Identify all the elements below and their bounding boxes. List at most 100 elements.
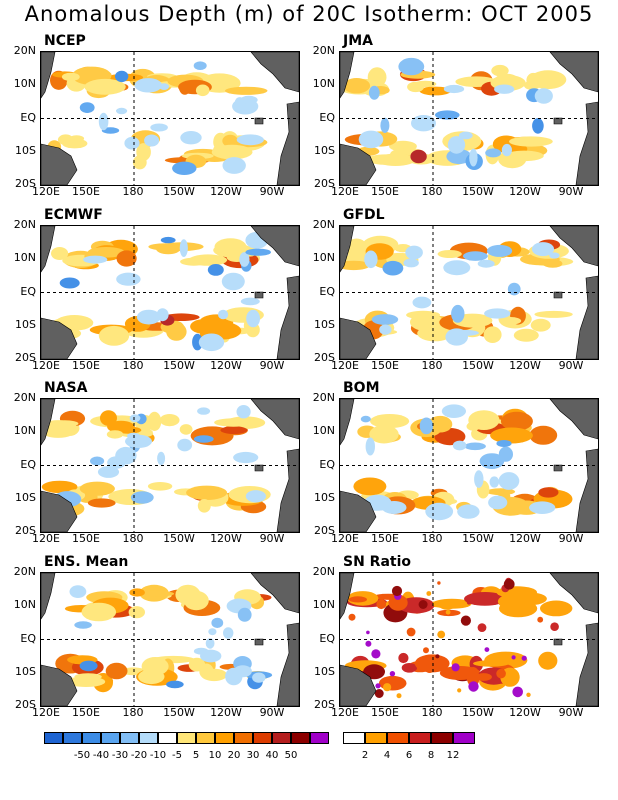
anomaly-contour — [484, 308, 511, 319]
snr-colorbar: 2 4 6 8 12 — [343, 732, 475, 766]
lon-tick-label: 120W — [210, 359, 242, 372]
anomaly-contour — [364, 250, 378, 269]
anomaly-contour — [540, 600, 573, 617]
lat-tick-label: EQ — [20, 110, 36, 124]
land-mask — [250, 399, 299, 440]
land-mask — [553, 291, 563, 299]
anomaly-contour — [193, 61, 207, 70]
lon-tick-label: 90W — [558, 359, 584, 372]
anomaly-contour — [124, 136, 140, 150]
anomaly-contour — [507, 282, 521, 296]
anomaly-contour — [188, 254, 228, 266]
snr-contour — [376, 599, 387, 610]
colorbar-swatch — [215, 732, 234, 744]
anomaly-contour — [419, 417, 434, 435]
snr-contour — [374, 689, 384, 698]
anomaly-contour — [499, 599, 538, 618]
anomaly-contour — [529, 501, 556, 514]
lat-tick-label: 20N — [312, 44, 335, 57]
anomaly-contour — [348, 596, 367, 603]
anomaly-contour — [207, 264, 224, 276]
anomaly-contour — [473, 660, 509, 667]
panel-title: BOM — [343, 380, 380, 396]
anomaly-contour — [370, 414, 410, 429]
snr-contour — [418, 600, 428, 609]
anomaly-contour — [496, 440, 512, 447]
lon-tick-label: 120E — [32, 532, 60, 545]
map-plot — [339, 225, 599, 360]
lon-tick-label: 180 — [421, 706, 443, 719]
lon-tick-label: 90W — [259, 185, 285, 198]
anomaly-contour — [489, 476, 500, 488]
anomaly-contour — [138, 669, 165, 685]
snr-contour — [437, 630, 446, 639]
land-mask — [553, 117, 563, 125]
lat-tick-label: 10N — [312, 598, 335, 612]
colorbar-swatch — [234, 732, 253, 744]
anomaly-contour — [125, 434, 152, 448]
anomaly-contour — [116, 250, 137, 267]
anomaly-contour — [463, 251, 488, 261]
land-mask — [276, 448, 299, 532]
snr-contour — [484, 647, 490, 652]
anomaly-contour — [116, 272, 141, 286]
lat-tick-label: 20S — [314, 524, 335, 537]
lon-tick-label: 180 — [122, 706, 144, 719]
colorbar-label: 50 — [284, 750, 298, 761]
anomaly-contour — [491, 64, 509, 77]
anomaly-contour — [368, 85, 380, 100]
anomaly-contour — [74, 621, 92, 629]
colorbar-swatch — [365, 732, 387, 744]
land-mask — [250, 226, 299, 267]
anomaly-contour — [59, 277, 80, 289]
lat-tick-label: 20S — [314, 351, 335, 364]
anomaly-contour — [222, 157, 246, 174]
anomaly-contour — [240, 95, 258, 104]
lon-tick-label: 120E — [331, 706, 359, 719]
colorbar-swatch — [63, 732, 82, 744]
snr-contour — [437, 581, 441, 585]
lon-tick-label: 180 — [122, 185, 144, 198]
anomaly-contour — [98, 112, 109, 131]
anomaly-contour — [532, 118, 544, 134]
lon-tick-label: 120W — [509, 706, 541, 719]
lat-tick-label: 20N — [13, 44, 36, 57]
anomaly-contour — [90, 456, 105, 466]
anomaly-contour — [179, 424, 193, 435]
map-svg — [340, 399, 598, 532]
lat-tick-label: 10S — [15, 490, 36, 504]
snr-contour — [468, 681, 479, 692]
colorbar-label: 30 — [246, 750, 260, 761]
anomaly-contour — [401, 663, 418, 673]
anomaly-contour — [177, 438, 193, 452]
anomaly-contour — [79, 102, 95, 113]
colorbar-swatch — [101, 732, 120, 744]
land-mask — [553, 638, 563, 646]
anomaly-contour — [447, 136, 466, 154]
anomaly-contour — [157, 451, 166, 466]
anomaly-contour — [477, 259, 495, 268]
anomaly-contour — [245, 248, 271, 256]
snr-contour — [526, 692, 531, 697]
colorbar-label: -50 — [73, 750, 91, 761]
map-plot — [40, 225, 300, 360]
colorbar-label: -20 — [130, 750, 148, 761]
snr-contour — [503, 578, 515, 590]
snr-contour — [371, 649, 381, 659]
lat-tick-label: 20S — [314, 177, 335, 190]
snr-contour — [383, 683, 392, 692]
lat-tick-label: 10N — [312, 77, 335, 91]
anomaly-contour — [410, 313, 443, 332]
anomaly-contour — [380, 117, 390, 133]
anomaly-contour — [457, 504, 480, 519]
anomaly-contour — [501, 143, 512, 157]
land-mask — [340, 317, 377, 359]
anomaly-contour — [156, 308, 169, 322]
colorbar-swatch — [409, 732, 431, 744]
anomaly-contour — [61, 72, 80, 82]
anomaly-contour — [100, 410, 117, 426]
snr-contour — [375, 683, 381, 689]
colorbar-swatch — [453, 732, 475, 744]
anomaly-contour — [407, 81, 425, 93]
colorbar-label: 2 — [361, 750, 369, 761]
